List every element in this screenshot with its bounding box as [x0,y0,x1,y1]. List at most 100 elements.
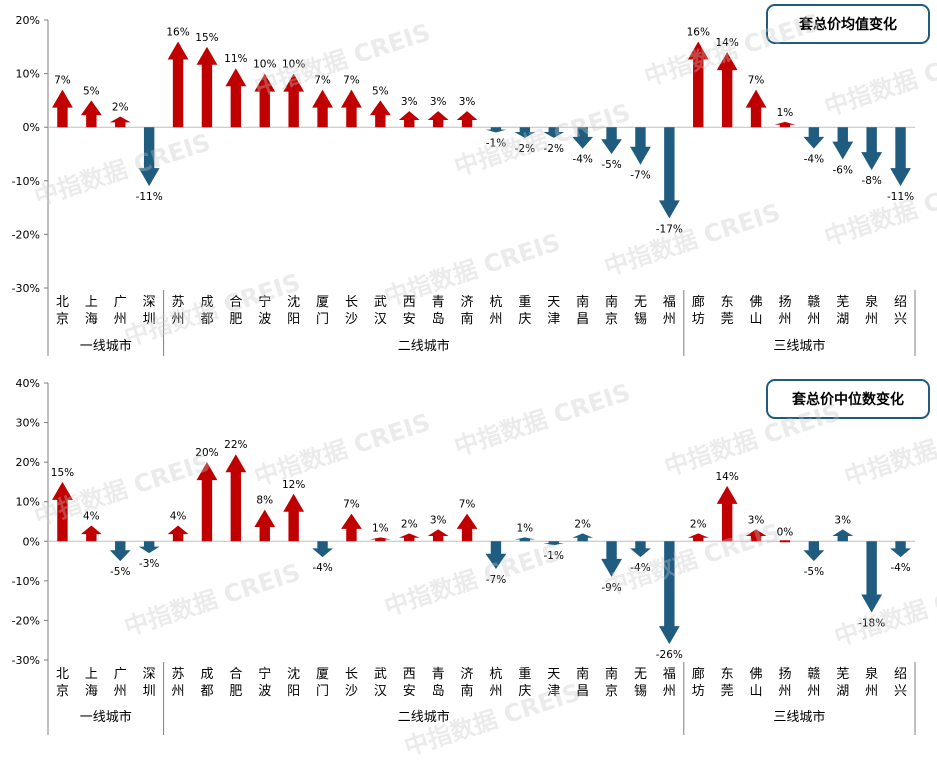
data-label: 1% [777,107,794,119]
category-label: 济南 [461,295,474,327]
bar-绍兴 [890,541,911,558]
chart-title: 套总价均值变化 [799,16,897,33]
category-label: 重庆 [518,294,531,327]
bar-南京 [601,127,622,154]
category-label: 廊坊 [692,294,705,327]
category-label: 广州 [114,295,127,327]
data-label: -17% [656,223,683,235]
category-label: 南昌 [576,666,589,699]
category-label: 长沙 [345,295,358,327]
data-label: -4% [572,154,592,166]
bar-佛山 [745,529,767,542]
data-label: 15% [195,32,218,44]
group-label: 三线城市 [773,709,825,725]
group-label: 二线城市 [398,338,450,354]
bar-东莞 [716,52,738,128]
category-label: 青岛 [432,667,445,699]
category-label: 北京 [56,667,69,699]
bar-武汉 [369,100,391,128]
bar-杭州 [485,541,507,569]
data-label: -26% [656,649,683,661]
group-label: 一线城市 [80,338,132,354]
y-tick-label: 30% [16,417,40,430]
category-label: 济南 [461,667,474,699]
bar-杭州 [485,127,507,133]
category-label: 合肥 [229,295,242,327]
data-label: -7% [630,170,650,182]
y-tick-label: -10% [12,175,40,188]
bar-长沙 [341,89,362,128]
data-label: -2% [515,143,535,155]
data-label: 3% [401,96,418,108]
bar-西安 [398,111,420,128]
data-label: -18% [858,618,885,630]
chart-title-box [766,379,930,419]
category-label: 绍兴 [894,667,907,699]
data-label: 3% [459,96,476,108]
bar-武汉 [369,537,391,542]
bar-厦门 [312,89,333,128]
category-label: 芜湖 [836,295,849,327]
data-label: 3% [748,514,765,526]
category-label: 武汉 [374,295,387,327]
bar-赣州 [803,127,825,149]
data-label: 1% [372,522,389,534]
bar-青岛 [427,111,449,128]
data-label: 16% [166,26,189,38]
data-label: 2% [574,518,591,530]
category-label: 绍兴 [894,295,907,327]
bar-重庆 [514,127,536,138]
category-label: 泉州 [865,666,878,699]
bar-沈阳 [283,73,305,128]
category-label: 宁波 [258,666,271,699]
data-label: 14% [715,471,738,483]
data-label: 3% [834,514,851,526]
bar-南昌 [572,127,594,149]
bar-天津 [543,127,565,138]
bar-长沙 [341,513,362,542]
bar-上海 [80,525,102,542]
data-label: 7% [343,499,360,511]
category-label: 西安 [403,295,416,327]
data-label: 20% [195,447,218,459]
data-label: 5% [83,85,100,97]
category-label: 深圳 [143,667,156,699]
bar-扬州 [774,121,796,128]
bar-成都 [196,462,218,542]
category-label: 扬州 [778,295,791,327]
y-tick-label: -30% [12,654,40,667]
bar-成都 [196,46,218,128]
category-label: 扬州 [778,667,791,699]
data-label: 3% [430,96,447,108]
category-label: 赣州 [807,667,820,699]
data-label: 3% [430,514,447,526]
data-label: 16% [687,26,710,38]
bar-泉州 [861,541,883,613]
data-label: -6% [833,164,853,176]
data-label: -2% [544,143,564,155]
bar-廊坊 [687,533,709,542]
data-label: -11% [887,191,914,203]
data-label: -9% [601,582,621,594]
data-label: -1% [544,550,564,562]
bar-苏州 [167,41,189,128]
bar-沈阳 [283,493,305,542]
data-label: 4% [170,510,187,522]
bar-东莞 [716,485,738,542]
bar-济南 [456,513,478,542]
y-tick-label: -30% [12,282,40,295]
category-label: 天津 [547,667,560,699]
bar-北京 [52,89,73,128]
bar-合肥 [225,68,247,128]
bar-廊坊 [687,41,709,128]
category-label: 深圳 [143,295,156,327]
category-label: 佛山 [750,667,763,699]
data-label: -5% [110,566,130,578]
data-label: 8% [256,495,273,507]
bar-南京 [601,541,622,577]
category-label: 沈阳 [287,667,300,699]
category-label: 杭州 [489,667,502,699]
category-label: 福州 [663,295,676,327]
bar-济南 [456,111,478,128]
bar-佛山 [745,89,767,128]
